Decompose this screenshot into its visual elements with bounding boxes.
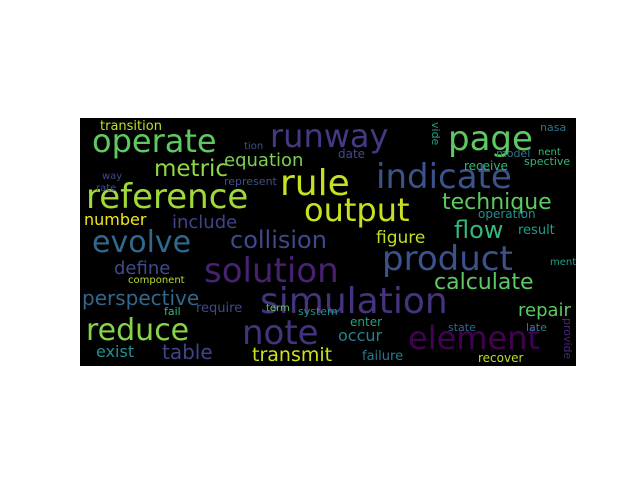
word-table: table	[162, 340, 213, 364]
word-nent: nent	[538, 147, 561, 158]
word-repair: repair	[518, 300, 571, 321]
word-reduce: reduce	[86, 313, 190, 348]
word-reference: reference	[86, 177, 249, 217]
word-rule: rule	[280, 163, 350, 204]
word-runway: runway	[270, 118, 389, 155]
word-recover: recover	[478, 351, 524, 365]
word-output: output	[304, 191, 410, 229]
word-require: require	[196, 301, 243, 316]
word-term: term	[266, 303, 290, 314]
word-ment: ment	[550, 257, 576, 268]
word-flow: flow	[454, 216, 504, 244]
word-rate: rate	[96, 183, 117, 194]
word-simulation: simulation	[260, 281, 448, 322]
word-enter: enter	[350, 315, 383, 329]
word-date: date	[338, 147, 366, 161]
word-fail: fail	[164, 305, 181, 318]
word-operate: operate	[92, 122, 217, 160]
word-equation: equation	[224, 150, 304, 171]
word-provide: provide	[561, 318, 574, 360]
word-exist: exist	[96, 342, 135, 361]
word-spective: spective	[524, 155, 571, 168]
word-solution: solution	[204, 251, 339, 291]
word-system: system	[298, 305, 338, 318]
word-calculate: calculate	[434, 270, 534, 295]
word-tion: tion	[244, 141, 264, 152]
word-collision: collision	[230, 226, 327, 254]
word-state: state	[448, 321, 476, 334]
word-failure: failure	[362, 349, 404, 364]
word-transmit: transmit	[252, 344, 333, 366]
word-define: define	[114, 258, 171, 279]
word-occur: occur	[338, 326, 383, 345]
word-page: page	[448, 119, 533, 159]
word-vide: vide	[429, 122, 442, 146]
word-represent: represent	[224, 175, 277, 188]
word-number: number	[84, 210, 147, 229]
word-way: way	[102, 171, 123, 182]
word-metric: metric	[154, 156, 229, 182]
word-technique: technique	[442, 190, 552, 215]
word-note: note	[242, 313, 319, 353]
word-model: model	[496, 147, 531, 160]
word-indicate: indicate	[376, 157, 512, 197]
word-figure: figure	[376, 228, 426, 248]
word-nasa: nasa	[540, 121, 567, 134]
word-late: late	[526, 321, 547, 334]
word-element: element	[408, 319, 540, 357]
word-result: result	[518, 223, 555, 238]
word-transition: transition	[100, 119, 162, 134]
word-perspective: perspective	[82, 286, 200, 310]
word-component: component	[128, 275, 185, 286]
word-product: product	[382, 239, 513, 279]
word-operation: operation	[478, 207, 536, 221]
word-receive: receive	[464, 159, 508, 173]
word-evolve: evolve	[92, 225, 192, 260]
word-include: include	[172, 212, 238, 233]
word-cloud: operate runway page transition metric eq…	[80, 118, 576, 366]
